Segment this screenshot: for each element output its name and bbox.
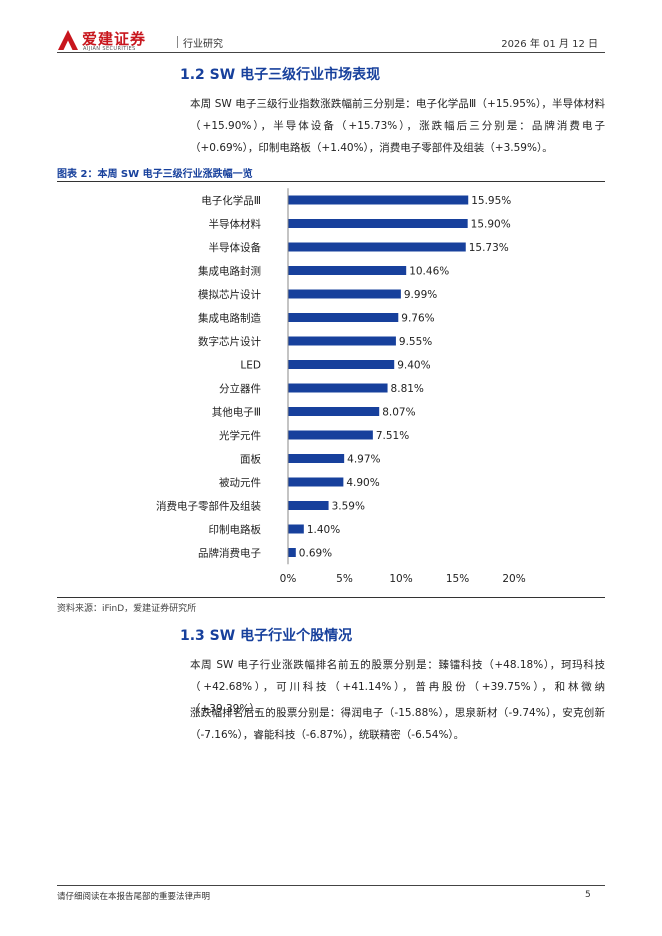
category-label: 电子化学品Ⅲ — [201, 194, 261, 207]
data-label: 7.51% — [376, 430, 409, 442]
header-divider — [57, 52, 605, 53]
bar — [288, 454, 345, 463]
data-label: 15.90% — [471, 219, 511, 231]
category-label: 光学元件 — [219, 429, 261, 442]
report-date: 2026 年 01 月 12 日 — [501, 39, 598, 50]
category-label: LED — [240, 360, 261, 372]
x-tick-label: 0% — [280, 573, 297, 585]
bar — [288, 219, 468, 228]
category-label: 面板 — [240, 453, 261, 466]
bar — [288, 336, 396, 346]
data-label: 15.73% — [469, 242, 509, 254]
footer-disclaimer: 请仔细阅读在本报告尾部的重要法律声明 — [57, 892, 211, 902]
bar — [288, 524, 304, 534]
bar — [288, 501, 329, 510]
data-label: 3.59% — [332, 501, 365, 513]
logo-text: 爱建证券 — [82, 30, 147, 48]
page-number: 5 — [585, 890, 591, 900]
data-label: 4.97% — [347, 454, 380, 466]
bar — [288, 360, 395, 369]
logo-mark-icon — [58, 30, 78, 50]
data-label: 15.95% — [471, 195, 511, 207]
section-title-1-3: 1.3 SW 电子行业个股情况 — [180, 628, 353, 644]
data-label: 9.76% — [401, 313, 434, 325]
figure-source: 资料来源：iFinD，爱建证券研究所 — [57, 604, 197, 614]
category-label: 集成电路封测 — [198, 265, 261, 278]
category-label: 被动元件 — [219, 476, 261, 489]
category-label: 数字芯片设计 — [198, 335, 261, 348]
figure-title: 图表 2：本周 SW 电子三级行业涨跌幅一览 — [57, 169, 253, 180]
bar-chart: 电子化学品Ⅲ 半导体材料半导体设备集成电路封测模拟芯片设计集成电路制造数字芯片设计… — [156, 188, 526, 585]
bar — [288, 266, 407, 275]
category-label: 半导体设备 — [209, 241, 262, 254]
section-title-1-2: 1.2 SW 电子三级行业市场表现 — [180, 67, 381, 83]
category-label: 印制电路板 — [209, 523, 262, 536]
bar — [288, 407, 380, 416]
data-label: 0.69% — [299, 548, 332, 560]
x-tick-label: 20% — [502, 573, 525, 585]
report-category: 行业研究 — [183, 39, 223, 50]
data-label: 8.07% — [382, 407, 415, 419]
data-label: 9.55% — [399, 336, 432, 348]
data-label: 1.40% — [307, 524, 340, 536]
category-label: 品牌消费电子 — [198, 547, 261, 560]
bar — [288, 383, 388, 393]
bar — [288, 430, 373, 440]
section-1-3-paragraph-1: 本周 SW 电子行业涨跌幅排名前五的股票分别是：臻镭科技（+48.18%），珂玛… — [190, 659, 605, 715]
bar — [288, 289, 401, 299]
category-label: 分立器件 — [219, 382, 261, 395]
data-label: 4.90% — [346, 477, 379, 489]
data-label: 10.46% — [409, 266, 449, 278]
data-label: 9.40% — [397, 360, 430, 372]
x-tick-label: 15% — [446, 573, 469, 585]
x-tick-label: 10% — [389, 573, 412, 585]
category-label: 半导体材料 — [209, 218, 262, 231]
category-label: 集成电路制造 — [198, 312, 261, 325]
bar — [288, 313, 399, 322]
bar — [288, 548, 296, 557]
category-label: 模拟芯片设计 — [198, 288, 261, 301]
section-1-2-paragraph: 本周 SW 电子三级行业指数涨跌幅前三分别是：电子化学品Ⅲ（+15.95%），半… — [190, 98, 605, 154]
category-label: 消费电子零部件及组装 — [156, 500, 261, 513]
figure-top-rule — [57, 181, 605, 182]
section-1-3-paragraph-2: 涨跌幅排名后五的股票分别是：得润电子（-15.88%），思泉新材（-9.74%）… — [190, 707, 605, 741]
data-label: 9.99% — [404, 289, 437, 301]
bar — [288, 477, 344, 487]
bar — [288, 195, 469, 205]
footer-divider — [57, 885, 605, 886]
bar — [288, 242, 466, 252]
logo-subtitle: AIJIAN SECURITIES — [83, 46, 136, 52]
category-label: 其他电子Ⅲ — [212, 406, 261, 419]
figure-bottom-rule — [57, 597, 605, 598]
x-tick-label: 5% — [336, 573, 353, 585]
data-label: 8.81% — [391, 383, 424, 395]
header-separator — [177, 36, 178, 48]
